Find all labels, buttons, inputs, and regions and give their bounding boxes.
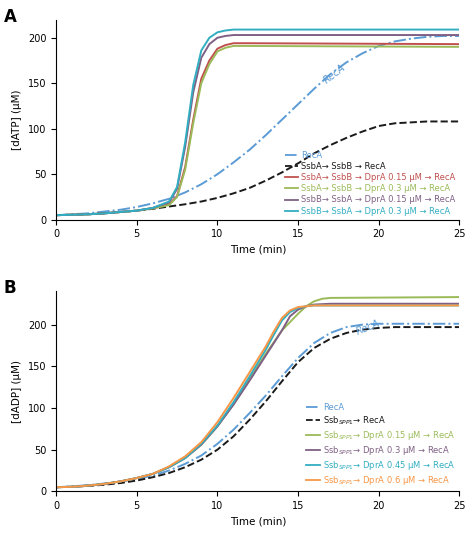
Text: RecA: RecA <box>355 318 381 337</box>
Text: A: A <box>4 7 17 26</box>
Y-axis label: [dADP] (μM): [dADP] (μM) <box>12 360 22 423</box>
Y-axis label: [dATP] (μM): [dATP] (μM) <box>12 89 22 150</box>
X-axis label: Time (min): Time (min) <box>229 245 286 255</box>
Text: B: B <box>4 279 16 297</box>
Legend: RecA, SsbA→ SsbB → RecA, SsbA→ SsbB → DprA 0.15 μM → RecA, SsbA→ SsbB → DprA 0.3: RecA, SsbA→ SsbB → RecA, SsbA→ SsbB → Dp… <box>285 151 455 216</box>
Legend: RecA, Ssb$_{SPP1}$→ RecA, Ssb$_{SPP1}$→ DprA 0.15 μM → RecA, Ssb$_{SPP1}$→ DprA : RecA, Ssb$_{SPP1}$→ RecA, Ssb$_{SPP1}$→ … <box>306 403 455 487</box>
Text: RecA: RecA <box>322 62 348 85</box>
X-axis label: Time (min): Time (min) <box>229 517 286 526</box>
